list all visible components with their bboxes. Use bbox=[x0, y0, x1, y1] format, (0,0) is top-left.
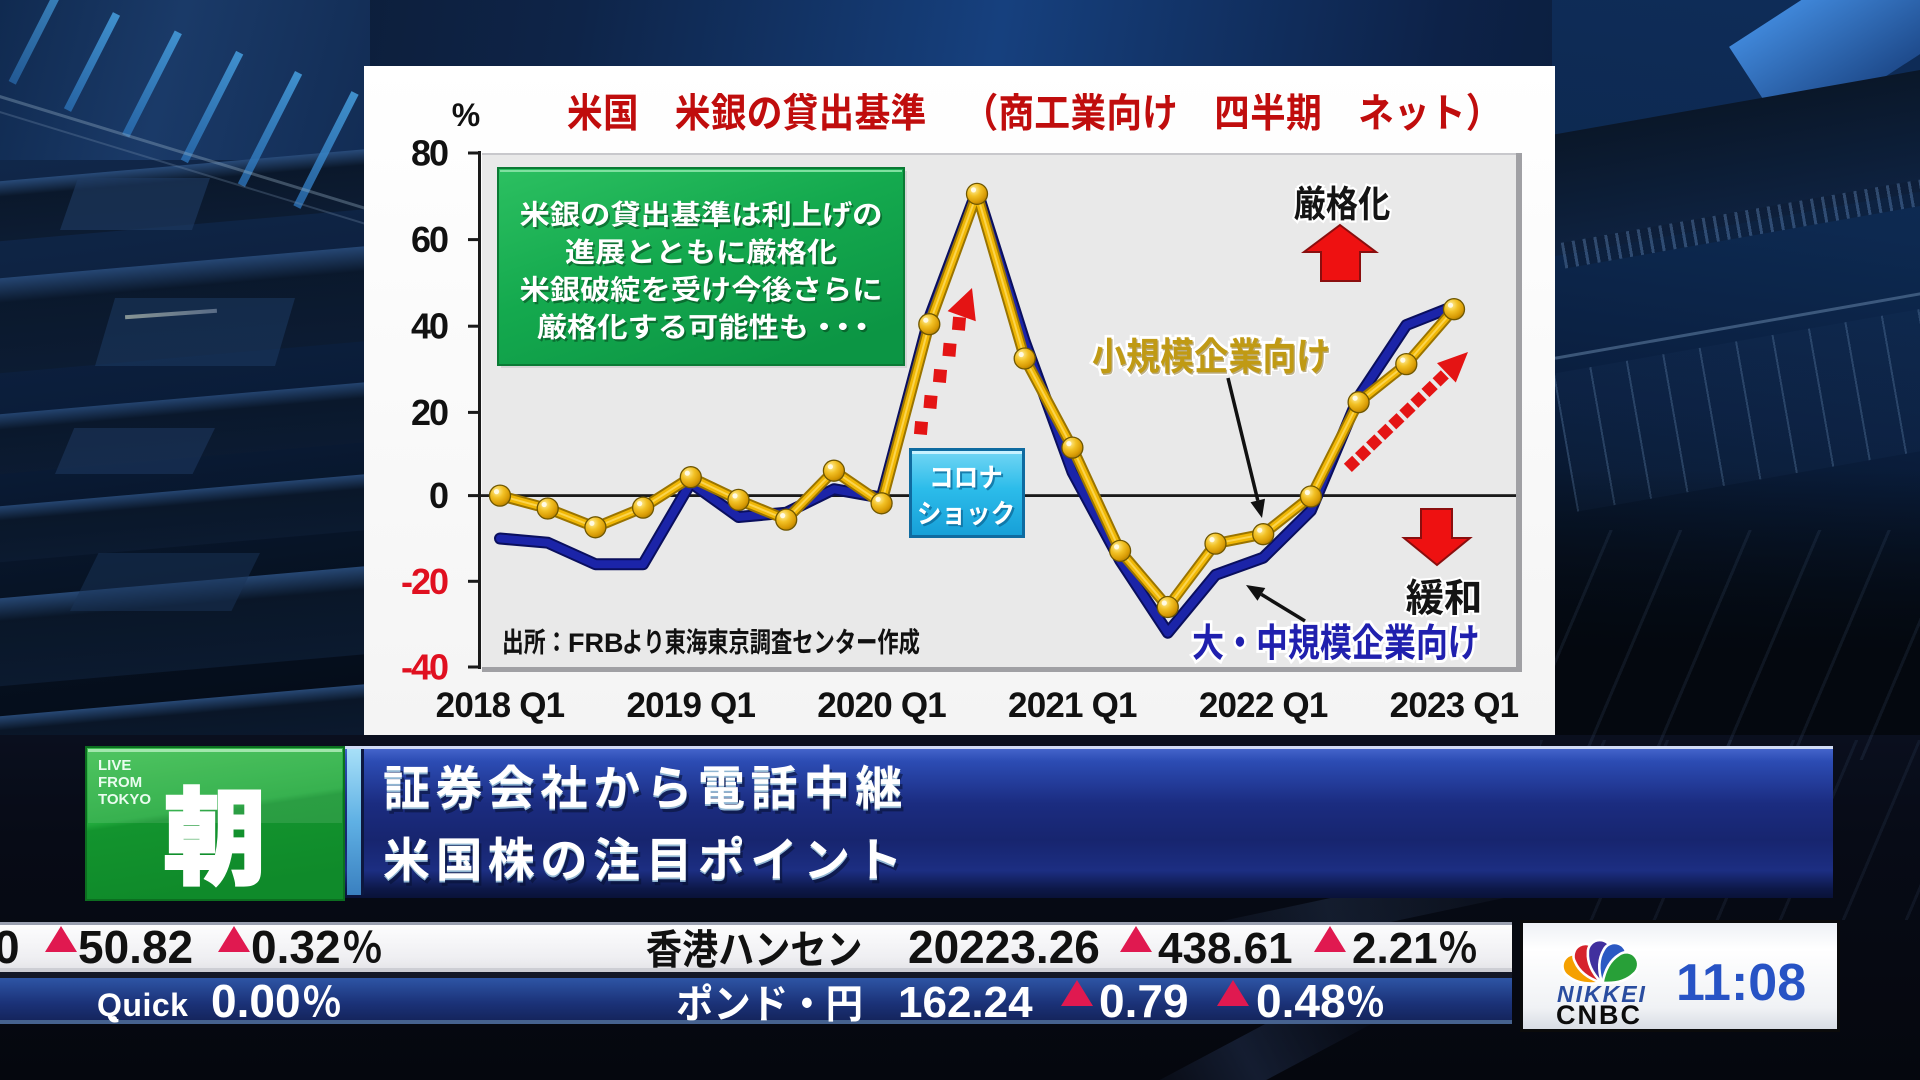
svg-text:NIKKEI: NIKKEI bbox=[1557, 981, 1647, 1007]
svg-text:2020 Q1: 2020 Q1 bbox=[817, 686, 946, 725]
svg-text:11:08: 11:08 bbox=[1676, 954, 1806, 1012]
svg-text:%: % bbox=[452, 97, 480, 133]
svg-text:-20: -20 bbox=[401, 561, 448, 602]
svg-text:60: 60 bbox=[411, 219, 448, 260]
svg-text:FROM: FROM bbox=[98, 774, 142, 791]
svg-text:2022 Q1: 2022 Q1 bbox=[1199, 686, 1328, 725]
svg-text:0.00: 0.00 bbox=[211, 975, 301, 1027]
svg-text:0.48: 0.48 bbox=[1256, 975, 1346, 1027]
svg-text:2018 Q1: 2018 Q1 bbox=[436, 686, 565, 725]
svg-text:40: 40 bbox=[411, 306, 448, 347]
svg-text:50.82: 50.82 bbox=[78, 921, 193, 973]
svg-text:0.79: 0.79 bbox=[1099, 975, 1189, 1027]
svg-text:LIVE: LIVE bbox=[98, 757, 131, 774]
svg-text:80: 80 bbox=[411, 133, 448, 174]
svg-text:162.24: 162.24 bbox=[898, 978, 1033, 1027]
svg-text:2021 Q1: 2021 Q1 bbox=[1008, 686, 1137, 725]
svg-text:2023 Q1: 2023 Q1 bbox=[1390, 686, 1519, 725]
svg-text:FRB: FRB bbox=[568, 628, 624, 658]
svg-text:CNBC: CNBC bbox=[1556, 1000, 1642, 1030]
svg-text:0: 0 bbox=[0, 921, 20, 973]
svg-text:-40: -40 bbox=[401, 647, 448, 688]
svg-text:20: 20 bbox=[411, 392, 448, 433]
svg-text:2.21: 2.21 bbox=[1352, 924, 1438, 973]
svg-text:438.61: 438.61 bbox=[1158, 924, 1293, 973]
svg-text:TOKYO: TOKYO bbox=[98, 791, 151, 808]
svg-text:20223.26: 20223.26 bbox=[908, 921, 1100, 973]
svg-text:0: 0 bbox=[429, 475, 448, 516]
svg-text:0.32: 0.32 bbox=[251, 921, 341, 973]
svg-text:Quick: Quick bbox=[97, 987, 188, 1023]
svg-text:2019 Q1: 2019 Q1 bbox=[626, 686, 755, 725]
